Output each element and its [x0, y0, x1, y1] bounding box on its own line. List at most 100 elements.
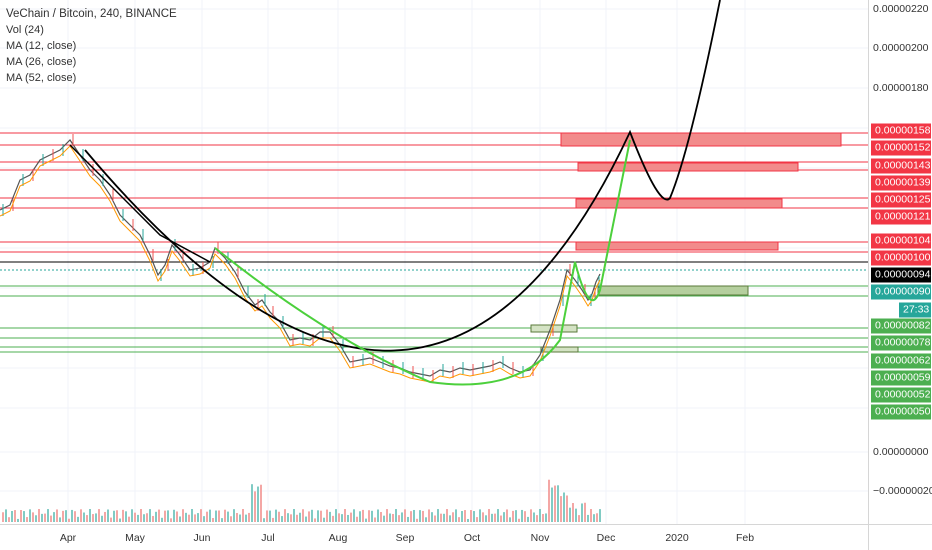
volume-bar — [452, 512, 454, 522]
volume-bar — [530, 509, 532, 522]
ma12-indicator-label[interactable]: MA (12, close) — [6, 40, 77, 52]
symbol-title[interactable]: VeChain / Bitcoin, 240, BINANCE — [6, 8, 177, 20]
volume-bar — [509, 517, 511, 522]
volume-bar — [122, 509, 124, 522]
volume-bar — [89, 509, 91, 522]
volume-bar — [161, 517, 163, 522]
volume-bar — [560, 496, 562, 522]
volume-bar — [266, 510, 268, 522]
volume-indicator-label[interactable]: Vol (24) — [6, 24, 44, 36]
volume-bar — [440, 513, 442, 522]
price-chart[interactable] — [0, 0, 868, 524]
volume-bar — [20, 510, 22, 522]
ma52-indicator-label[interactable]: MA (52, close) — [6, 72, 77, 84]
volume-bar — [215, 510, 217, 522]
volume-bar — [257, 486, 259, 522]
volume-bar — [278, 511, 280, 522]
volume-bar — [584, 502, 586, 522]
volume-bar — [368, 510, 370, 522]
volume-bar — [179, 516, 181, 522]
price-label: 0.00000000 — [873, 446, 929, 458]
volume-bar — [11, 510, 13, 522]
volume-bar — [593, 514, 595, 522]
volume-bar — [464, 510, 466, 522]
price-axis[interactable]: 0.00000220 0.00000200 0.00000180 0.00000… — [868, 0, 932, 524]
volume-bar — [362, 509, 364, 522]
volume-bar — [422, 510, 424, 522]
volume-bar — [338, 513, 340, 522]
volume-bar — [206, 511, 208, 522]
volume-bar — [572, 503, 574, 522]
volume-bar — [380, 512, 382, 522]
volume-bar — [188, 514, 190, 522]
volume-bar — [425, 517, 427, 522]
volume-bar — [404, 509, 406, 522]
volume-bar — [119, 518, 121, 522]
volume-bar — [485, 515, 487, 522]
volume-bar — [350, 512, 352, 522]
volume-bar — [203, 516, 205, 522]
volume-bar — [317, 510, 319, 522]
volume-bar — [116, 510, 118, 522]
volume-bar — [329, 511, 331, 522]
volume-bar — [218, 510, 220, 522]
volume-bar — [167, 510, 169, 522]
volume-bar — [158, 509, 160, 522]
volume-bar — [377, 509, 379, 522]
month-label: Dec — [596, 532, 616, 544]
volume-bar — [200, 509, 202, 522]
volume-bar — [149, 509, 151, 522]
price-tag: 0.00000139 — [871, 175, 931, 191]
volume-bar — [497, 509, 499, 522]
volume-bar — [284, 509, 286, 522]
price-tag: 0.00000050 — [871, 404, 931, 420]
volume-bar — [296, 514, 298, 522]
volume-bar — [14, 510, 16, 522]
volume-bar — [302, 509, 304, 522]
volume-bar — [446, 509, 448, 522]
volume-bar — [263, 518, 265, 522]
volume-bar — [326, 509, 328, 522]
volume-bar — [500, 515, 502, 522]
volume-bar — [386, 509, 388, 522]
volume-bar — [521, 509, 523, 522]
volume-bar — [563, 492, 565, 522]
volume-bar — [392, 513, 394, 522]
volume-bar — [173, 509, 175, 522]
price-label: 0.00000180 — [873, 82, 929, 94]
volume-bar — [320, 510, 322, 522]
volume-bar — [596, 513, 598, 522]
volume-bar — [548, 479, 550, 522]
volume-bar — [143, 514, 145, 522]
volume-bar — [80, 509, 82, 522]
volume-bar — [437, 509, 439, 522]
volume-bar — [482, 512, 484, 522]
volume-bar — [347, 514, 349, 522]
time-axis[interactable]: Apr May Jun Jul Aug Sep Oct Nov Dec 2020… — [0, 524, 868, 550]
price-tag: 0.00000052 — [871, 387, 931, 403]
volume-bar — [401, 512, 403, 522]
volume-bar — [176, 511, 178, 522]
volume-bar — [419, 510, 421, 522]
support-zone — [540, 346, 579, 353]
price-tag: 0.00000062 — [871, 353, 931, 369]
price-tag: 0.00000059 — [871, 370, 931, 386]
volume-bar — [518, 518, 520, 522]
volume-bar — [227, 511, 229, 522]
volume-bar — [233, 509, 235, 522]
volume-bar — [551, 487, 553, 522]
volume-bar — [293, 509, 295, 522]
cup-pattern — [214, 139, 631, 386]
volume-bar — [281, 516, 283, 522]
volume-bar — [185, 512, 187, 522]
month-label: Jul — [261, 532, 275, 544]
month-label: Nov — [530, 532, 550, 544]
volume-bar — [140, 509, 142, 522]
ma26-indicator-label[interactable]: MA (26, close) — [6, 56, 77, 68]
volume-bar — [62, 510, 64, 522]
volume-bar — [590, 509, 592, 522]
chart-area[interactable]: VeChain / Bitcoin, 240, BINANCE Vol (24)… — [0, 0, 868, 524]
volume-bar — [17, 518, 19, 522]
volume-bar — [545, 513, 547, 522]
volume-bar — [56, 509, 58, 522]
